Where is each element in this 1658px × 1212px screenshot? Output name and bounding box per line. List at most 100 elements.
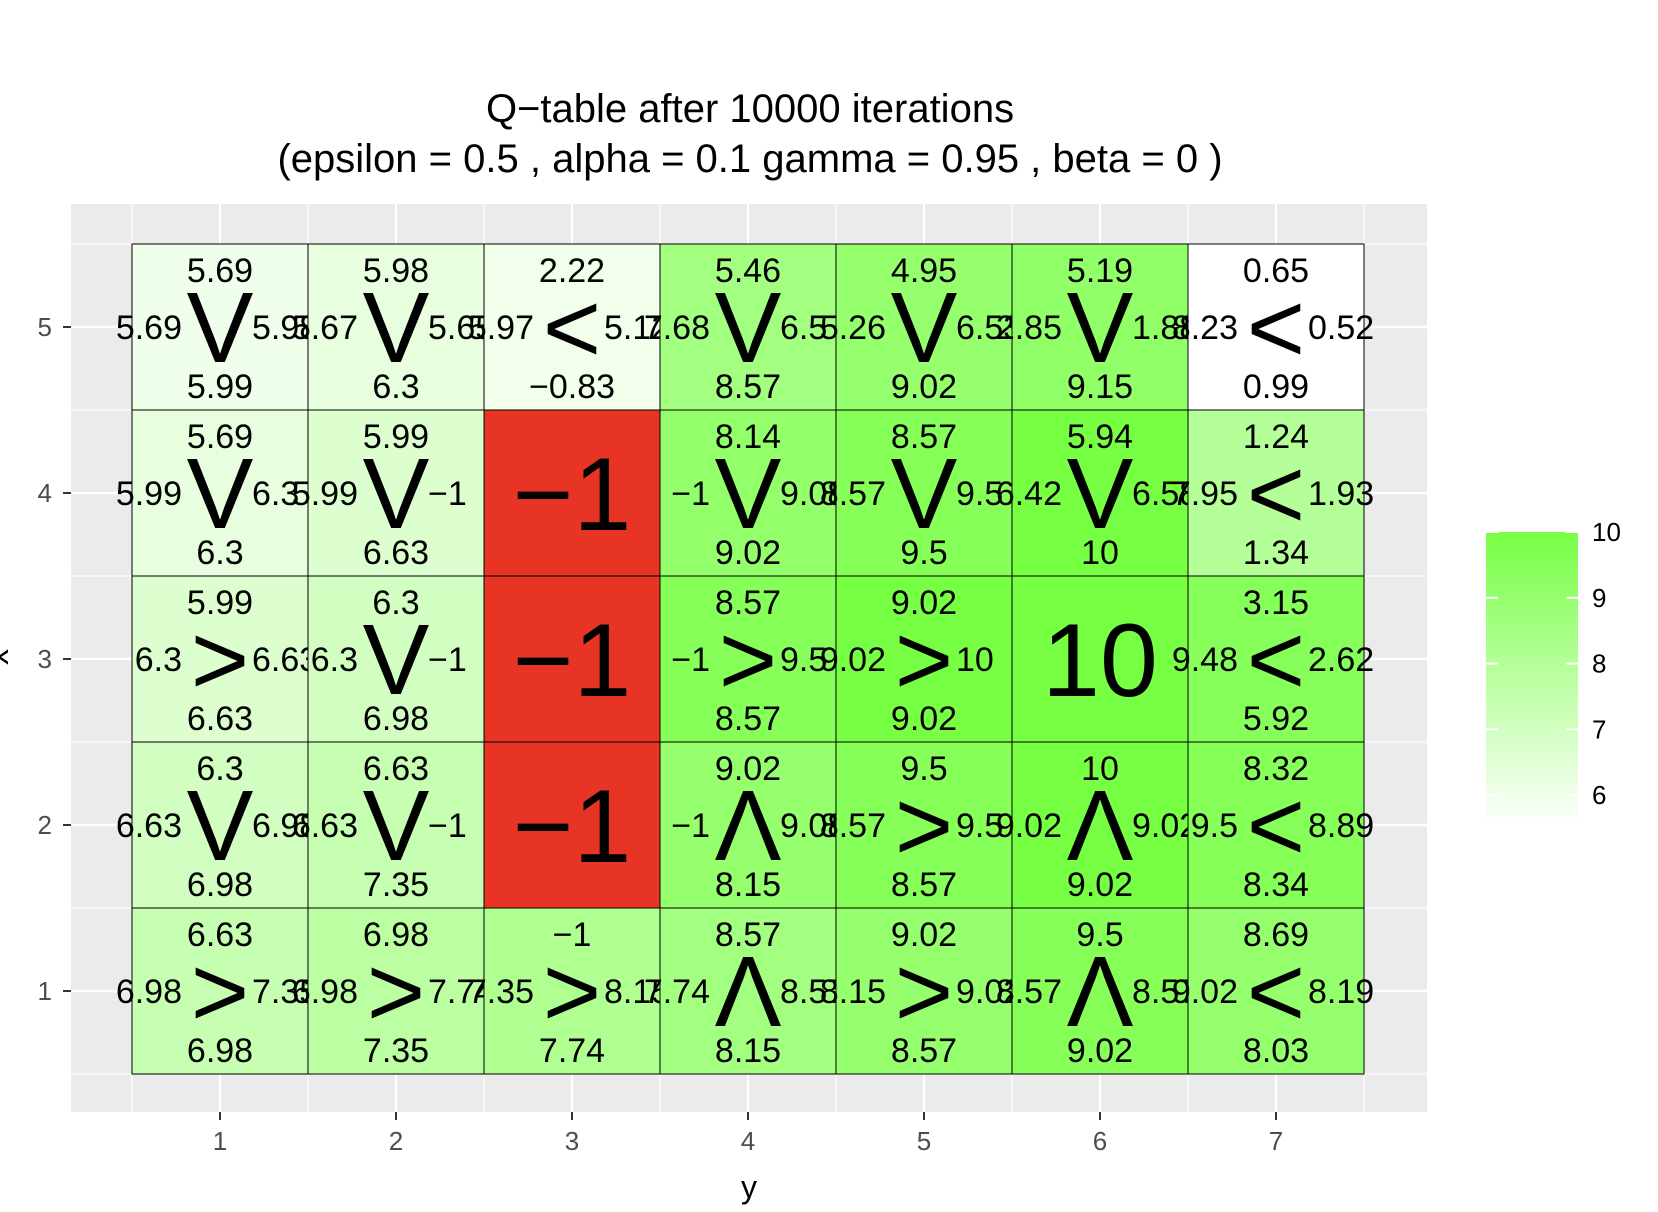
- q-value-left: 5.97: [468, 309, 534, 347]
- x-tick-label: 1: [213, 1126, 227, 1156]
- q-value-right: 8.57: [1132, 973, 1198, 1011]
- heatmap-cell: −1: [483, 741, 661, 909]
- heatmap-cell: 5.996.635.99 −1V: [292, 409, 485, 577]
- q-value-left: 6.63: [292, 807, 358, 845]
- q-value-left: 8.57: [996, 973, 1062, 1011]
- q-value-left: 5.99: [292, 475, 358, 513]
- q-value-left: 9.48: [1172, 641, 1238, 679]
- cell-rect: [307, 907, 485, 1075]
- q-value-up: 9.02: [891, 916, 957, 954]
- q-value-left: 8.23: [1172, 309, 1238, 347]
- q-value-right: −1: [428, 475, 467, 513]
- q-value-left: −1: [671, 475, 710, 513]
- q-value-down: 7.35: [363, 866, 429, 904]
- heatmap-cell: 5.98 6.3 5.67 5.65V: [292, 243, 494, 411]
- q-value-up: 5.69: [187, 252, 253, 290]
- heatmap-cell: −1 7.747.35 8.15>: [468, 907, 670, 1075]
- heatmap-cell: −1: [483, 409, 661, 577]
- q-value-down: 5.99: [187, 368, 253, 406]
- q-value-right: 6.58: [1132, 475, 1198, 513]
- q-value-up: 9.02: [715, 750, 781, 788]
- policy-arrow: V: [715, 272, 782, 384]
- policy-arrow: V: [363, 272, 430, 384]
- q-value-left: 8.57: [820, 475, 886, 513]
- cell-rect: [835, 575, 1013, 743]
- q-value-up: 8.57: [891, 418, 957, 456]
- cell-rect: [659, 409, 837, 577]
- policy-arrow: V: [1067, 438, 1134, 550]
- q-value-left: 9.02: [820, 641, 886, 679]
- q-value-down: 8.15: [715, 1032, 781, 1070]
- heatmap-cell: 0.65 0.998.23 0.52<: [1172, 243, 1374, 411]
- q-value-up: 5.94: [1067, 418, 1133, 456]
- q-value-down: 8.57: [715, 368, 781, 406]
- q-value-up: 5.46: [715, 252, 781, 290]
- q-value-right: −1: [428, 807, 467, 845]
- q-value-down: 10: [1081, 534, 1119, 572]
- q-value-down: 8.57: [715, 700, 781, 738]
- q-value-down: 7.74: [539, 1032, 605, 1070]
- q-value-up: 6.63: [187, 916, 253, 954]
- cell-rect: [1187, 575, 1365, 743]
- q-value-right: 8.15: [604, 973, 670, 1011]
- cell-big-value: −1: [513, 603, 632, 719]
- q-value-right: 1.88: [1132, 309, 1198, 347]
- heatmap-cell: 6.636.986.98 7.35>: [116, 907, 318, 1075]
- q-value-right: 8.89: [1308, 807, 1374, 845]
- q-value-right: 5.65: [428, 309, 494, 347]
- cell-rect: [835, 243, 1013, 411]
- y-tick-label: 1: [38, 976, 52, 1006]
- policy-arrow: Λ: [1067, 770, 1134, 882]
- cell-rect: [659, 243, 837, 411]
- q-value-right: 9.02: [1132, 807, 1198, 845]
- policy-arrow: >: [191, 936, 249, 1048]
- q-value-down: 9.02: [715, 534, 781, 572]
- q-value-right: 6.98: [252, 807, 318, 845]
- q-value-down: 6.98: [187, 1032, 253, 1070]
- q-value-down: 0.99: [1243, 368, 1309, 406]
- q-value-up: 2.22: [539, 252, 605, 290]
- heatmap-cell: 8.32 8.349.5 8.89<: [1187, 741, 1374, 909]
- cell-rect: [483, 575, 661, 743]
- q-value-right: 9.5: [956, 475, 1003, 513]
- q-value-up: 10: [1081, 750, 1119, 788]
- cell-rect: [131, 741, 309, 909]
- x-axis-label: y: [741, 1169, 757, 1205]
- chart-title: Q−table after 10000 iterations: [486, 87, 1014, 131]
- x-axis-ticks: 1 2 3 4 5 6 7: [213, 1112, 1283, 1156]
- legend-label: 8: [1592, 649, 1606, 679]
- heatmap-cell: 5.695.995.69 5.98V: [116, 243, 318, 411]
- q-value-right: 6.5: [780, 309, 827, 347]
- q-value-left: 9.02: [996, 807, 1062, 845]
- heatmap-cell: 8.57 8.57−1 9.5>: [659, 575, 837, 743]
- policy-arrow: V: [187, 272, 254, 384]
- cell-rect: [131, 575, 309, 743]
- q-value-up: 5.19: [1067, 252, 1133, 290]
- q-value-down: 5.92: [1243, 700, 1309, 738]
- q-value-up: 6.3: [372, 584, 419, 622]
- q-value-left: 6.63: [116, 807, 182, 845]
- policy-arrow: V: [187, 438, 254, 550]
- q-value-down: 6.98: [187, 866, 253, 904]
- policy-arrow: <: [1247, 604, 1305, 716]
- q-value-up: 5.98: [363, 252, 429, 290]
- q-value-right: 7.35: [252, 973, 318, 1011]
- q-value-left: 9.02: [1172, 973, 1238, 1011]
- cell-rect: [1187, 243, 1365, 411]
- q-value-left: 7.95: [1172, 475, 1238, 513]
- q-value-down: 8.57: [891, 866, 957, 904]
- y-tick-label: 4: [38, 478, 52, 508]
- policy-arrow: >: [543, 936, 601, 1048]
- cell-rect: [1187, 741, 1365, 909]
- q-value-down: −0.83: [529, 368, 615, 406]
- q-value-up: 5.99: [187, 584, 253, 622]
- cell-rect: [307, 575, 485, 743]
- policy-arrow: <: [1247, 936, 1305, 1048]
- q-value-left: 7.68: [644, 309, 710, 347]
- policy-arrow: V: [363, 438, 430, 550]
- q-value-up: 6.3: [196, 750, 243, 788]
- q-value-left: 7.74: [644, 973, 710, 1011]
- policy-arrow: >: [895, 604, 953, 716]
